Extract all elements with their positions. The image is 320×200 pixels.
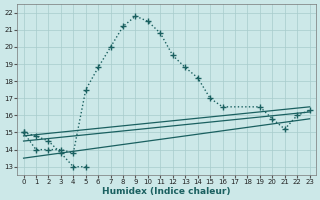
- X-axis label: Humidex (Indice chaleur): Humidex (Indice chaleur): [102, 187, 231, 196]
